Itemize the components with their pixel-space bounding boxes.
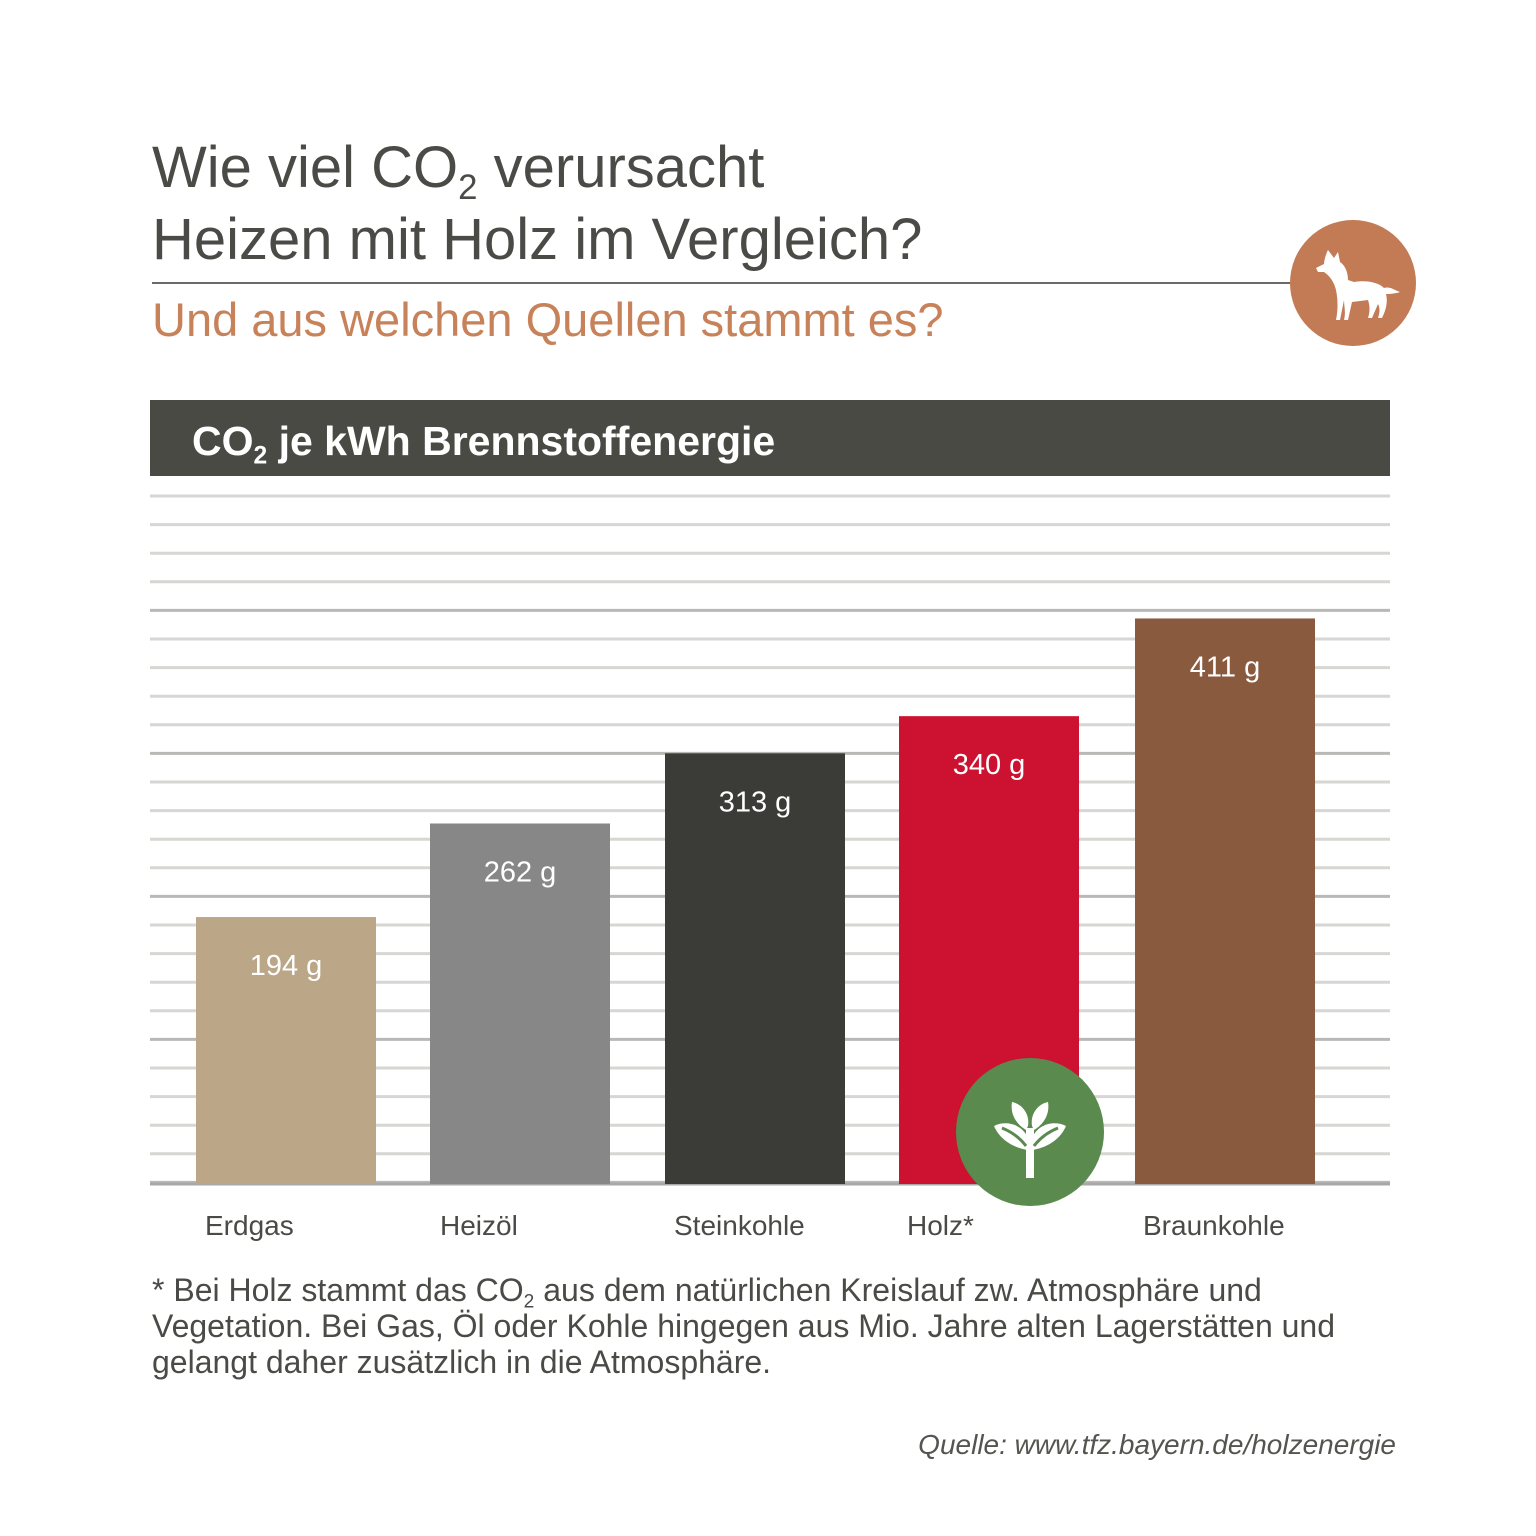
bar-braunkohle (1135, 618, 1315, 1184)
source-link[interactable]: Quelle: www.tfz.bayern.de/holzenergie (918, 1429, 1396, 1460)
chart-title-subscript: 2 (253, 442, 268, 470)
category-label: Braunkohle (1143, 1210, 1285, 1241)
bar-value-label: 411 g (1190, 651, 1260, 683)
bar-chart: 194 g 262 g 313 g 340 g 411 g (150, 476, 1390, 1192)
title-line2: Heizen mit Holz im Vergleich? (152, 207, 923, 272)
bar-value-label: 340 g (953, 749, 1026, 781)
footnote: * Bei Holz stammt das CO2 aus dem natürl… (152, 1272, 1392, 1380)
page-subtitle: Und aus welchen Quellen stammt es? (152, 293, 944, 346)
bar-heizöl (430, 823, 610, 1184)
bar-value-label: 262 g (484, 856, 557, 888)
category-label: Holz* (907, 1210, 974, 1241)
bar-erdgas (196, 917, 376, 1184)
sprout-icon (956, 1058, 1104, 1206)
category-label: Steinkohle (674, 1210, 805, 1241)
footnote-subscript: 2 (523, 1291, 535, 1313)
footnote-post: aus dem natürlichen Kreislauf zw. Atmosp… (152, 1272, 1336, 1380)
chart-title: CO2 je kWh Brennstoffenergie (150, 400, 1390, 476)
title-line1-pre: Wie viel CO (152, 135, 459, 200)
category-label: Heizöl (440, 1210, 518, 1241)
chart-title-post: je kWh Brennstoffenergie (267, 418, 776, 464)
title-subscript: 2 (458, 168, 478, 208)
footnote-pre: * Bei Holz stammt das CO (152, 1272, 524, 1308)
bar-steinkohle (665, 753, 845, 1184)
page-title: Wie viel CO2 verursacht Heizen mit Holz i… (152, 132, 1292, 276)
chart-title-pre: CO (192, 418, 254, 464)
wolf-icon (1290, 220, 1416, 346)
bar-chart-svg: 194 g 262 g 313 g 340 g 411 g (150, 494, 1390, 1186)
category-label: Erdgas (205, 1210, 294, 1241)
bar-value-label: 313 g (719, 786, 792, 818)
bar-value-label: 194 g (250, 950, 323, 982)
title-divider (152, 282, 1297, 284)
title-line1-post: verursacht (477, 135, 765, 200)
